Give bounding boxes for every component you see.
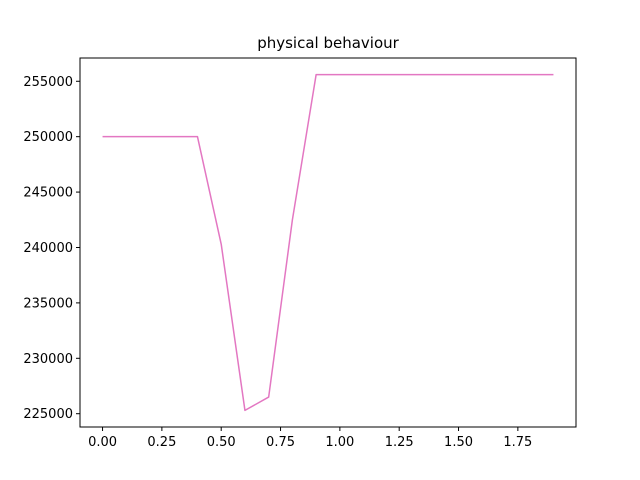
x-tick-label: 0.00 xyxy=(88,435,117,450)
y-tick-label: 250000 xyxy=(23,130,73,145)
axes xyxy=(79,57,577,428)
x-axis-ticks: 0.00 0.25 0.50 0.75 1.00 1.25 1.50 1.75 xyxy=(88,427,532,450)
plot-area xyxy=(102,73,554,412)
y-tick-label: 240000 xyxy=(23,241,73,256)
series-line-0 xyxy=(102,73,554,412)
x-tick-label: 0.75 xyxy=(266,435,295,450)
x-tick-label: 1.00 xyxy=(325,435,354,450)
y-tick-label: 245000 xyxy=(23,186,73,201)
chart-title: physical behaviour xyxy=(257,34,399,52)
y-axis-ticks: 225000 230000 235000 240000 245000 250000 2550… xyxy=(23,75,80,422)
axes-frame xyxy=(79,57,577,428)
x-tick-label: 1.50 xyxy=(444,435,473,450)
x-tick-label: 1.75 xyxy=(503,435,532,450)
y-tick-label: 230000 xyxy=(23,352,73,367)
y-tick-label: 235000 xyxy=(23,296,73,311)
y-tick-label: 225000 xyxy=(23,407,73,422)
x-tick-label: 0.25 xyxy=(147,435,176,450)
x-tick-label: 1.25 xyxy=(385,435,414,450)
y-tick-label: 255000 xyxy=(23,75,73,90)
x-tick-label: 0.50 xyxy=(207,435,236,450)
